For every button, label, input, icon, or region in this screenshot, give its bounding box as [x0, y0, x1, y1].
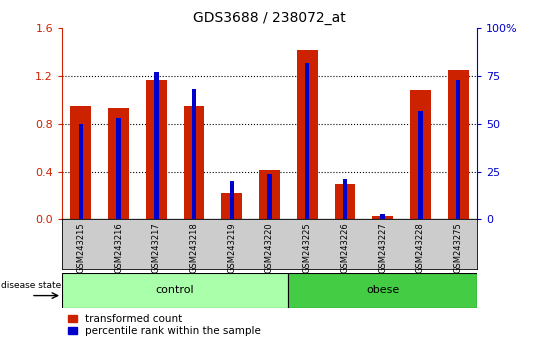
Bar	[71, 106, 91, 219]
Text: disease state: disease state	[1, 281, 61, 290]
Text: GSM243225: GSM243225	[303, 222, 312, 273]
Bar	[146, 80, 167, 219]
Text: GSM243228: GSM243228	[416, 222, 425, 273]
Bar	[372, 216, 393, 219]
Bar	[267, 173, 272, 219]
Bar	[184, 106, 204, 219]
Title: GDS3688 / 238072_at: GDS3688 / 238072_at	[193, 11, 346, 24]
Bar	[288, 273, 477, 308]
Bar	[418, 110, 423, 219]
Bar	[305, 63, 309, 219]
Text: GSM243215: GSM243215	[77, 222, 85, 273]
Bar	[222, 193, 242, 219]
Text: GSM243227: GSM243227	[378, 222, 387, 273]
Text: GSM243219: GSM243219	[227, 222, 236, 273]
Text: GSM243216: GSM243216	[114, 222, 123, 273]
Bar	[230, 181, 234, 219]
Bar	[410, 91, 431, 219]
Bar	[154, 72, 158, 219]
Text: GSM243226: GSM243226	[341, 222, 349, 273]
Legend: transformed count, percentile rank within the sample: transformed count, percentile rank withi…	[67, 313, 262, 337]
Bar	[343, 179, 347, 219]
Bar	[192, 90, 196, 219]
Text: control: control	[156, 285, 195, 295]
Text: GSM243220: GSM243220	[265, 222, 274, 273]
Bar	[297, 50, 317, 219]
Bar	[448, 70, 468, 219]
Text: GSM243218: GSM243218	[190, 222, 198, 273]
Text: obese: obese	[366, 285, 399, 295]
Bar	[456, 80, 460, 219]
Bar	[259, 171, 280, 219]
Bar	[62, 273, 288, 308]
Bar	[108, 108, 129, 219]
Bar	[381, 214, 385, 219]
Text: GSM243217: GSM243217	[152, 222, 161, 273]
Bar	[116, 118, 121, 219]
Bar	[335, 184, 355, 219]
Text: GSM243275: GSM243275	[454, 222, 462, 273]
Bar	[79, 124, 83, 219]
